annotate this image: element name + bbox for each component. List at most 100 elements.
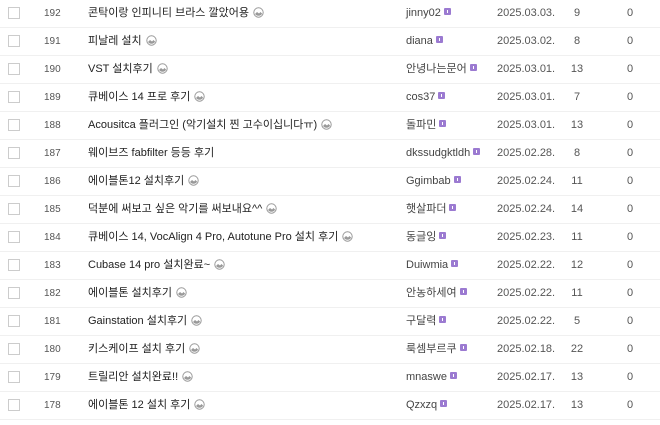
post-title-link[interactable]: VST 설치후기 bbox=[88, 56, 168, 83]
member-level-icon bbox=[439, 120, 447, 127]
author-link[interactable]: 돌파민 bbox=[406, 112, 447, 139]
post-title-link[interactable]: Acousitca 플러그인 (악기설치 찐 고수이십니다ㅠ) bbox=[88, 112, 332, 139]
author-link[interactable]: 안농하세여 bbox=[406, 280, 467, 307]
author-link[interactable]: Qzxzq bbox=[406, 392, 448, 419]
post-title-link[interactable]: 큐베이스 14, VocAlign 4 Pro, Autotune Pro 설치… bbox=[88, 224, 354, 251]
post-date: 2025.02.17. bbox=[497, 371, 556, 383]
row-checkbox[interactable] bbox=[8, 371, 20, 383]
row-checkbox[interactable] bbox=[8, 343, 20, 355]
table-row: 192 콘탁이랑 인피니티 브라스 깔았어용 jinny02 2025.03.03. 9… bbox=[0, 0, 660, 28]
image-attachment-icon bbox=[178, 371, 193, 383]
member-level-icon bbox=[443, 8, 451, 15]
row-checkbox[interactable] bbox=[8, 63, 20, 75]
table-row: 181 Gainstation 설치후기 구달력 2025.02.22. 5 0 bbox=[0, 308, 660, 336]
member-level-icon bbox=[473, 148, 481, 155]
member-level-icon bbox=[449, 372, 457, 379]
image-attachment-icon bbox=[262, 203, 278, 215]
row-checkbox[interactable] bbox=[8, 399, 20, 411]
post-title-link[interactable]: 큐베이스 14 프로 후기 bbox=[88, 84, 206, 111]
row-checkbox[interactable] bbox=[8, 203, 20, 215]
row-checkbox[interactable] bbox=[8, 119, 20, 131]
author-name: mnaswe bbox=[406, 371, 447, 383]
post-date: 2025.02.18. bbox=[497, 343, 556, 355]
post-title: 에이블톤 설치후기 bbox=[88, 287, 173, 299]
post-title-link[interactable]: Gainstation 설치후기 bbox=[88, 308, 202, 335]
like-count: 0 bbox=[626, 203, 634, 215]
post-title-link[interactable]: 키스케이프 설치 후기 bbox=[88, 336, 200, 363]
post-date: 2025.02.22. bbox=[497, 259, 556, 271]
image-attachment-icon bbox=[190, 91, 206, 103]
like-count: 0 bbox=[626, 287, 634, 299]
like-count: 0 bbox=[626, 175, 634, 187]
post-number: 188 bbox=[44, 120, 61, 131]
author-link[interactable]: cos37 bbox=[406, 84, 446, 111]
row-checkbox[interactable] bbox=[8, 287, 20, 299]
table-row: 179 트릴리안 설치완료!! mnaswe 2025.02.17. 13 0 bbox=[0, 364, 660, 392]
post-date: 2025.03.03. bbox=[497, 7, 556, 19]
view-count: 13 bbox=[570, 63, 584, 75]
post-number: 179 bbox=[44, 372, 61, 383]
table-row: 188 Acousitca 플러그인 (악기설치 찐 고수이십니다ㅠ) 돌파민 202… bbox=[0, 112, 660, 140]
author-link[interactable]: 구달력 bbox=[406, 308, 447, 335]
post-title-link[interactable]: 콘탁이랑 인피니티 브라스 깔았어용 bbox=[88, 0, 264, 27]
post-number: 183 bbox=[44, 260, 61, 271]
post-number: 192 bbox=[44, 8, 61, 19]
post-title: VST 설치후기 bbox=[88, 63, 153, 75]
post-title-link[interactable]: 에이블톤12 설치후기 bbox=[88, 168, 199, 195]
row-checkbox[interactable] bbox=[8, 147, 20, 159]
view-count: 22 bbox=[570, 343, 584, 355]
image-attachment-icon bbox=[185, 343, 200, 355]
table-row: 178 에이블톤 12 설치 후기 Qzxzq 2025.02.17. 13 0 bbox=[0, 392, 660, 420]
author-link[interactable]: 안녕나는문어 bbox=[406, 56, 477, 83]
post-date: 2025.02.24. bbox=[497, 175, 556, 187]
view-count: 8 bbox=[573, 35, 581, 47]
post-date: 2025.02.22. bbox=[497, 287, 556, 299]
like-count: 0 bbox=[626, 7, 634, 19]
author-link[interactable]: 햇살파더 bbox=[406, 196, 457, 223]
member-level-icon bbox=[453, 176, 461, 183]
view-count: 12 bbox=[570, 259, 584, 271]
post-title-link[interactable]: 트릴리안 설치완료!! bbox=[88, 364, 193, 391]
post-title-link[interactable]: 에이블톤 12 설치 후기 bbox=[88, 392, 206, 419]
post-title: 에이블톤 12 설치 후기 bbox=[88, 399, 191, 411]
row-checkbox[interactable] bbox=[8, 7, 20, 19]
table-row: 183 Cubase 14 pro 설치완료~ Duiwmia 2025.02.22.… bbox=[0, 252, 660, 280]
view-count: 13 bbox=[570, 399, 584, 411]
author-link[interactable]: jinny02 bbox=[406, 0, 451, 27]
post-title: 키스케이프 설치 후기 bbox=[88, 343, 186, 355]
row-checkbox[interactable] bbox=[8, 35, 20, 47]
member-level-icon bbox=[449, 204, 457, 211]
author-link[interactable]: Ggimbab bbox=[406, 168, 461, 195]
table-row: 191 피날레 설치 diana 2025.03.02. 8 0 bbox=[0, 28, 660, 56]
post-title-link[interactable]: Cubase 14 pro 설치완료~ bbox=[88, 252, 225, 279]
view-count: 14 bbox=[570, 203, 584, 215]
member-level-icon bbox=[439, 316, 447, 323]
author-link[interactable]: mnaswe bbox=[406, 364, 457, 391]
author-link[interactable]: dkssudgktldh bbox=[406, 140, 481, 167]
author-link[interactable]: Duiwmia bbox=[406, 252, 459, 279]
author-link[interactable]: 룩셈부르쿠 bbox=[406, 336, 467, 363]
row-checkbox[interactable] bbox=[8, 231, 20, 243]
author-name: Qzxzq bbox=[406, 399, 438, 411]
like-count: 0 bbox=[626, 231, 634, 243]
post-title: 콘탁이랑 인피니티 브라스 깔았어용 bbox=[88, 7, 249, 19]
post-title-link[interactable]: 에이블톤 설치후기 bbox=[88, 280, 187, 307]
post-title-link[interactable]: 피날레 설치 bbox=[88, 28, 157, 55]
author-link[interactable]: diana bbox=[406, 28, 443, 55]
view-count: 13 bbox=[570, 371, 584, 383]
author-link[interactable]: 동글잉 bbox=[406, 224, 447, 251]
row-checkbox[interactable] bbox=[8, 91, 20, 103]
table-row: 190 VST 설치후기 안녕나는문어 2025.03.01. 13 0 bbox=[0, 56, 660, 84]
row-checkbox[interactable] bbox=[8, 315, 20, 327]
author-name: 햇살파더 bbox=[406, 203, 447, 215]
row-checkbox[interactable] bbox=[8, 175, 20, 187]
post-title-link[interactable]: 웨이브즈 fabfilter 등등 후기 bbox=[88, 140, 214, 167]
post-title-link[interactable]: 덕분에 써보고 싶은 악기를 써보내요^^ bbox=[88, 196, 278, 223]
like-count: 0 bbox=[626, 91, 634, 103]
author-name: Ggimbab bbox=[406, 175, 451, 187]
member-level-icon bbox=[435, 36, 443, 43]
image-attachment-icon bbox=[249, 7, 264, 19]
author-name: 룩셈부르쿠 bbox=[406, 343, 457, 355]
post-title: 큐베이스 14 프로 후기 bbox=[88, 91, 191, 103]
row-checkbox[interactable] bbox=[8, 259, 20, 271]
